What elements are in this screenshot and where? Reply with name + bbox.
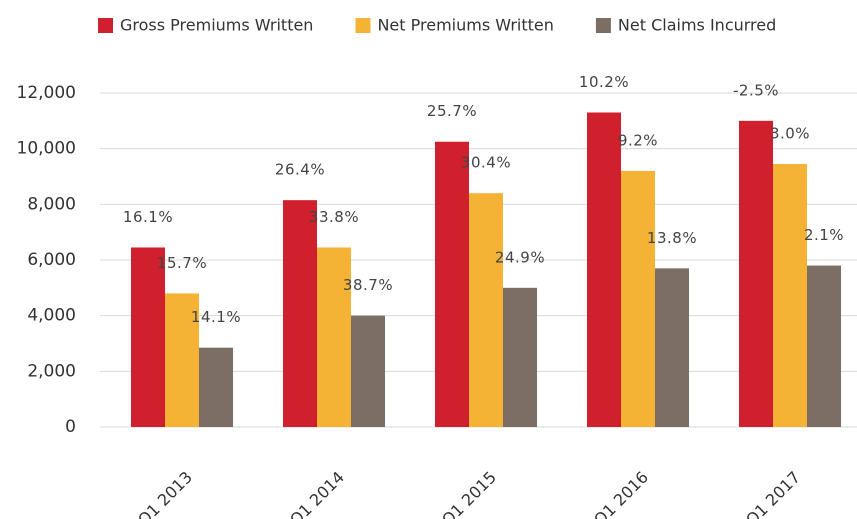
growth-annotation: 2.1% xyxy=(804,226,844,244)
x-tick-label: Q1 2016 xyxy=(590,468,652,519)
growth-annotation: -2.5% xyxy=(733,81,779,99)
legend-swatch xyxy=(595,18,611,33)
x-tick-label: Q1 2015 xyxy=(438,468,500,519)
y-tick-label: 2,000 xyxy=(27,361,76,381)
y-tick-label: 0 xyxy=(65,417,76,437)
bar xyxy=(131,247,165,427)
growth-annotation: 30.4% xyxy=(461,154,511,172)
y-tick-label: 6,000 xyxy=(27,250,76,270)
growth-annotation: 33.8% xyxy=(309,208,359,226)
growth-annotation: 26.4% xyxy=(275,161,325,179)
growth-annotation: 9.2% xyxy=(618,131,658,149)
bar xyxy=(199,347,233,427)
growth-annotation: 16.1% xyxy=(123,208,173,226)
y-tick-label: 4,000 xyxy=(27,306,76,326)
x-tick-label: Q1 2014 xyxy=(286,468,348,519)
growth-annotation: 13.8% xyxy=(647,229,697,247)
bar xyxy=(655,268,689,427)
legend-label: Net Premiums Written xyxy=(377,16,553,35)
bar xyxy=(739,120,773,427)
bar xyxy=(351,315,385,427)
x-tick-label: Q1 2017 xyxy=(742,468,804,519)
y-tick-label: 10,000 xyxy=(17,139,76,159)
legend-swatch xyxy=(355,18,371,33)
y-tick-label: 8,000 xyxy=(27,194,76,214)
legend-swatch xyxy=(98,18,113,33)
legend-label: Gross Premiums Written xyxy=(120,16,313,35)
growth-annotation: 24.9% xyxy=(495,248,545,266)
growth-annotation: 38.7% xyxy=(343,276,393,294)
growth-annotation: 14.1% xyxy=(191,308,241,326)
bar xyxy=(621,170,655,427)
bar xyxy=(469,193,503,427)
growth-annotation: 10.2% xyxy=(579,73,629,91)
bar xyxy=(773,163,807,427)
bar xyxy=(587,112,621,427)
bar xyxy=(317,247,351,427)
growth-annotation: 15.7% xyxy=(157,254,207,272)
bar xyxy=(807,265,841,427)
bar xyxy=(283,200,317,427)
bar xyxy=(165,293,199,427)
legend-label: Net Claims Incurred xyxy=(618,16,776,35)
bar xyxy=(435,141,469,428)
growth-annotation: 25.7% xyxy=(427,102,477,120)
bar xyxy=(503,287,537,427)
x-tick-label: Q1 2013 xyxy=(134,468,196,519)
y-tick-label: 12,000 xyxy=(17,83,76,103)
growth-annotation: 3.0% xyxy=(770,124,810,142)
